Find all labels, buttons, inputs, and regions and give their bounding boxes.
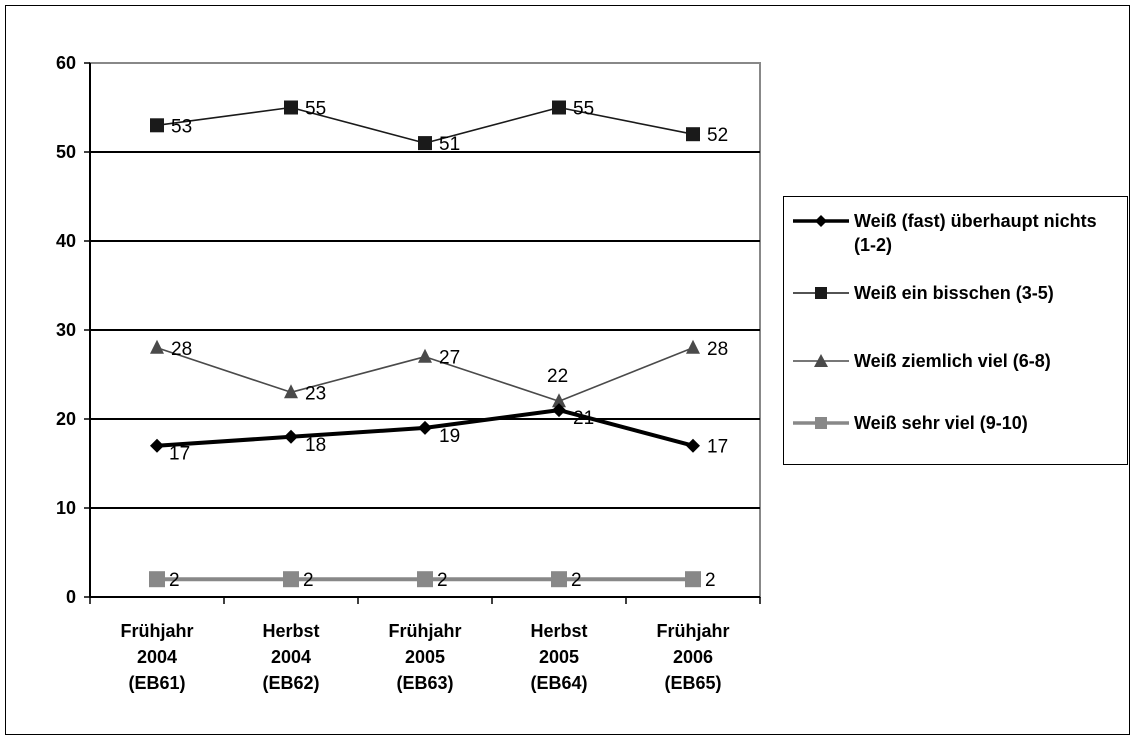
data-label: 28 bbox=[171, 339, 192, 360]
line-chart: 0 10 20 30 40 50 60 Frühjahr 2004 (EB61) Herbst 200… bbox=[56, 53, 761, 693]
x-tick-label: Frühjahr 2006 (EB65) bbox=[656, 621, 729, 693]
legend-swatch-square-icon bbox=[793, 287, 849, 299]
data-label: 21 bbox=[573, 408, 594, 429]
data-label: 23 bbox=[305, 383, 326, 404]
data-point-series-1 bbox=[150, 438, 164, 453]
data-label: 27 bbox=[439, 348, 460, 369]
x-tick-label: Frühjahr 2005 (EB63) bbox=[388, 621, 461, 693]
legend-swatch-triangle-icon bbox=[793, 354, 849, 367]
data-label: 55 bbox=[573, 99, 594, 120]
data-point-series-3 bbox=[284, 384, 298, 399]
data-label: 2 bbox=[437, 570, 448, 591]
data-point-series-2 bbox=[150, 118, 164, 133]
x-tick-label: Herbst 2004 (EB62) bbox=[262, 621, 319, 693]
x-tick-label: Frühjahr 2004 (EB61) bbox=[120, 621, 193, 693]
y-tick-label: 0 bbox=[66, 587, 76, 607]
data-label: 19 bbox=[439, 426, 460, 447]
y-tick-label: 20 bbox=[56, 409, 76, 429]
data-point-series-2 bbox=[284, 100, 298, 115]
data-label: 53 bbox=[171, 116, 192, 137]
data-label: 51 bbox=[439, 134, 460, 155]
data-point-series-1 bbox=[552, 403, 566, 418]
data-label: 17 bbox=[169, 444, 190, 465]
legend-item-series-3: Weiß ziemlich viel (6-8) bbox=[784, 347, 1129, 395]
data-point-series-4 bbox=[685, 571, 701, 588]
data-point-series-3 bbox=[418, 348, 432, 363]
data-point-series-2 bbox=[552, 100, 566, 115]
data-label: 17 bbox=[707, 437, 728, 458]
data-point-series-3 bbox=[552, 393, 566, 408]
data-point-series-2 bbox=[686, 127, 700, 142]
legend-swatch-square-light-icon bbox=[793, 417, 849, 429]
y-tick-label: 50 bbox=[56, 142, 76, 162]
data-point-series-1 bbox=[284, 429, 298, 444]
data-point-series-1 bbox=[686, 438, 700, 453]
x-tick-label: Herbst 2005 (EB64) bbox=[530, 621, 587, 693]
chart-legend: Weiß (fast) überhaupt nichts (1-2) Weiß … bbox=[783, 196, 1128, 465]
data-point-series-4 bbox=[149, 571, 165, 588]
y-tick-label: 40 bbox=[56, 231, 76, 251]
data-label: 52 bbox=[707, 125, 728, 146]
data-label: 22 bbox=[547, 366, 568, 387]
data-point-series-2 bbox=[418, 136, 432, 151]
y-tick-label: 30 bbox=[56, 320, 76, 340]
data-label: 2 bbox=[303, 570, 314, 591]
legend-label-series-3: Weiß ziemlich viel (6-8) bbox=[854, 351, 1051, 371]
data-point-series-3 bbox=[150, 339, 164, 354]
legend-swatch-diamond-icon bbox=[793, 215, 849, 227]
y-tick-label: 10 bbox=[56, 498, 76, 518]
legend-label-series-4: Weiß sehr viel (9-10) bbox=[854, 413, 1028, 433]
data-label: 55 bbox=[305, 99, 326, 120]
data-label: 2 bbox=[571, 570, 582, 591]
data-point-series-3 bbox=[686, 339, 700, 354]
data-point-series-1 bbox=[418, 420, 432, 435]
data-point-series-4 bbox=[417, 571, 433, 588]
legend-item-series-2: Weiß ein bisschen (3-5) bbox=[784, 279, 1129, 327]
y-tick-label: 60 bbox=[56, 53, 76, 73]
data-label: 2 bbox=[169, 570, 180, 591]
data-point-series-4 bbox=[551, 571, 567, 588]
data-point-series-4 bbox=[283, 571, 299, 588]
legend-item-series-4: Weiß sehr viel (9-10) bbox=[784, 409, 1129, 457]
legend-label-series-1: Weiß (fast) überhaupt nichts (1-2) bbox=[854, 211, 1097, 255]
data-label: 28 bbox=[707, 339, 728, 360]
data-label: 2 bbox=[705, 570, 716, 591]
legend-label-series-2: Weiß ein bisschen (3-5) bbox=[854, 283, 1054, 303]
data-label: 18 bbox=[305, 435, 326, 456]
legend-item-series-1: Weiß (fast) überhaupt nichts (1-2) bbox=[784, 207, 1129, 255]
chart-frame: 0 10 20 30 40 50 60 Frühjahr 2004 (EB61) Herbst 200… bbox=[5, 5, 1130, 735]
